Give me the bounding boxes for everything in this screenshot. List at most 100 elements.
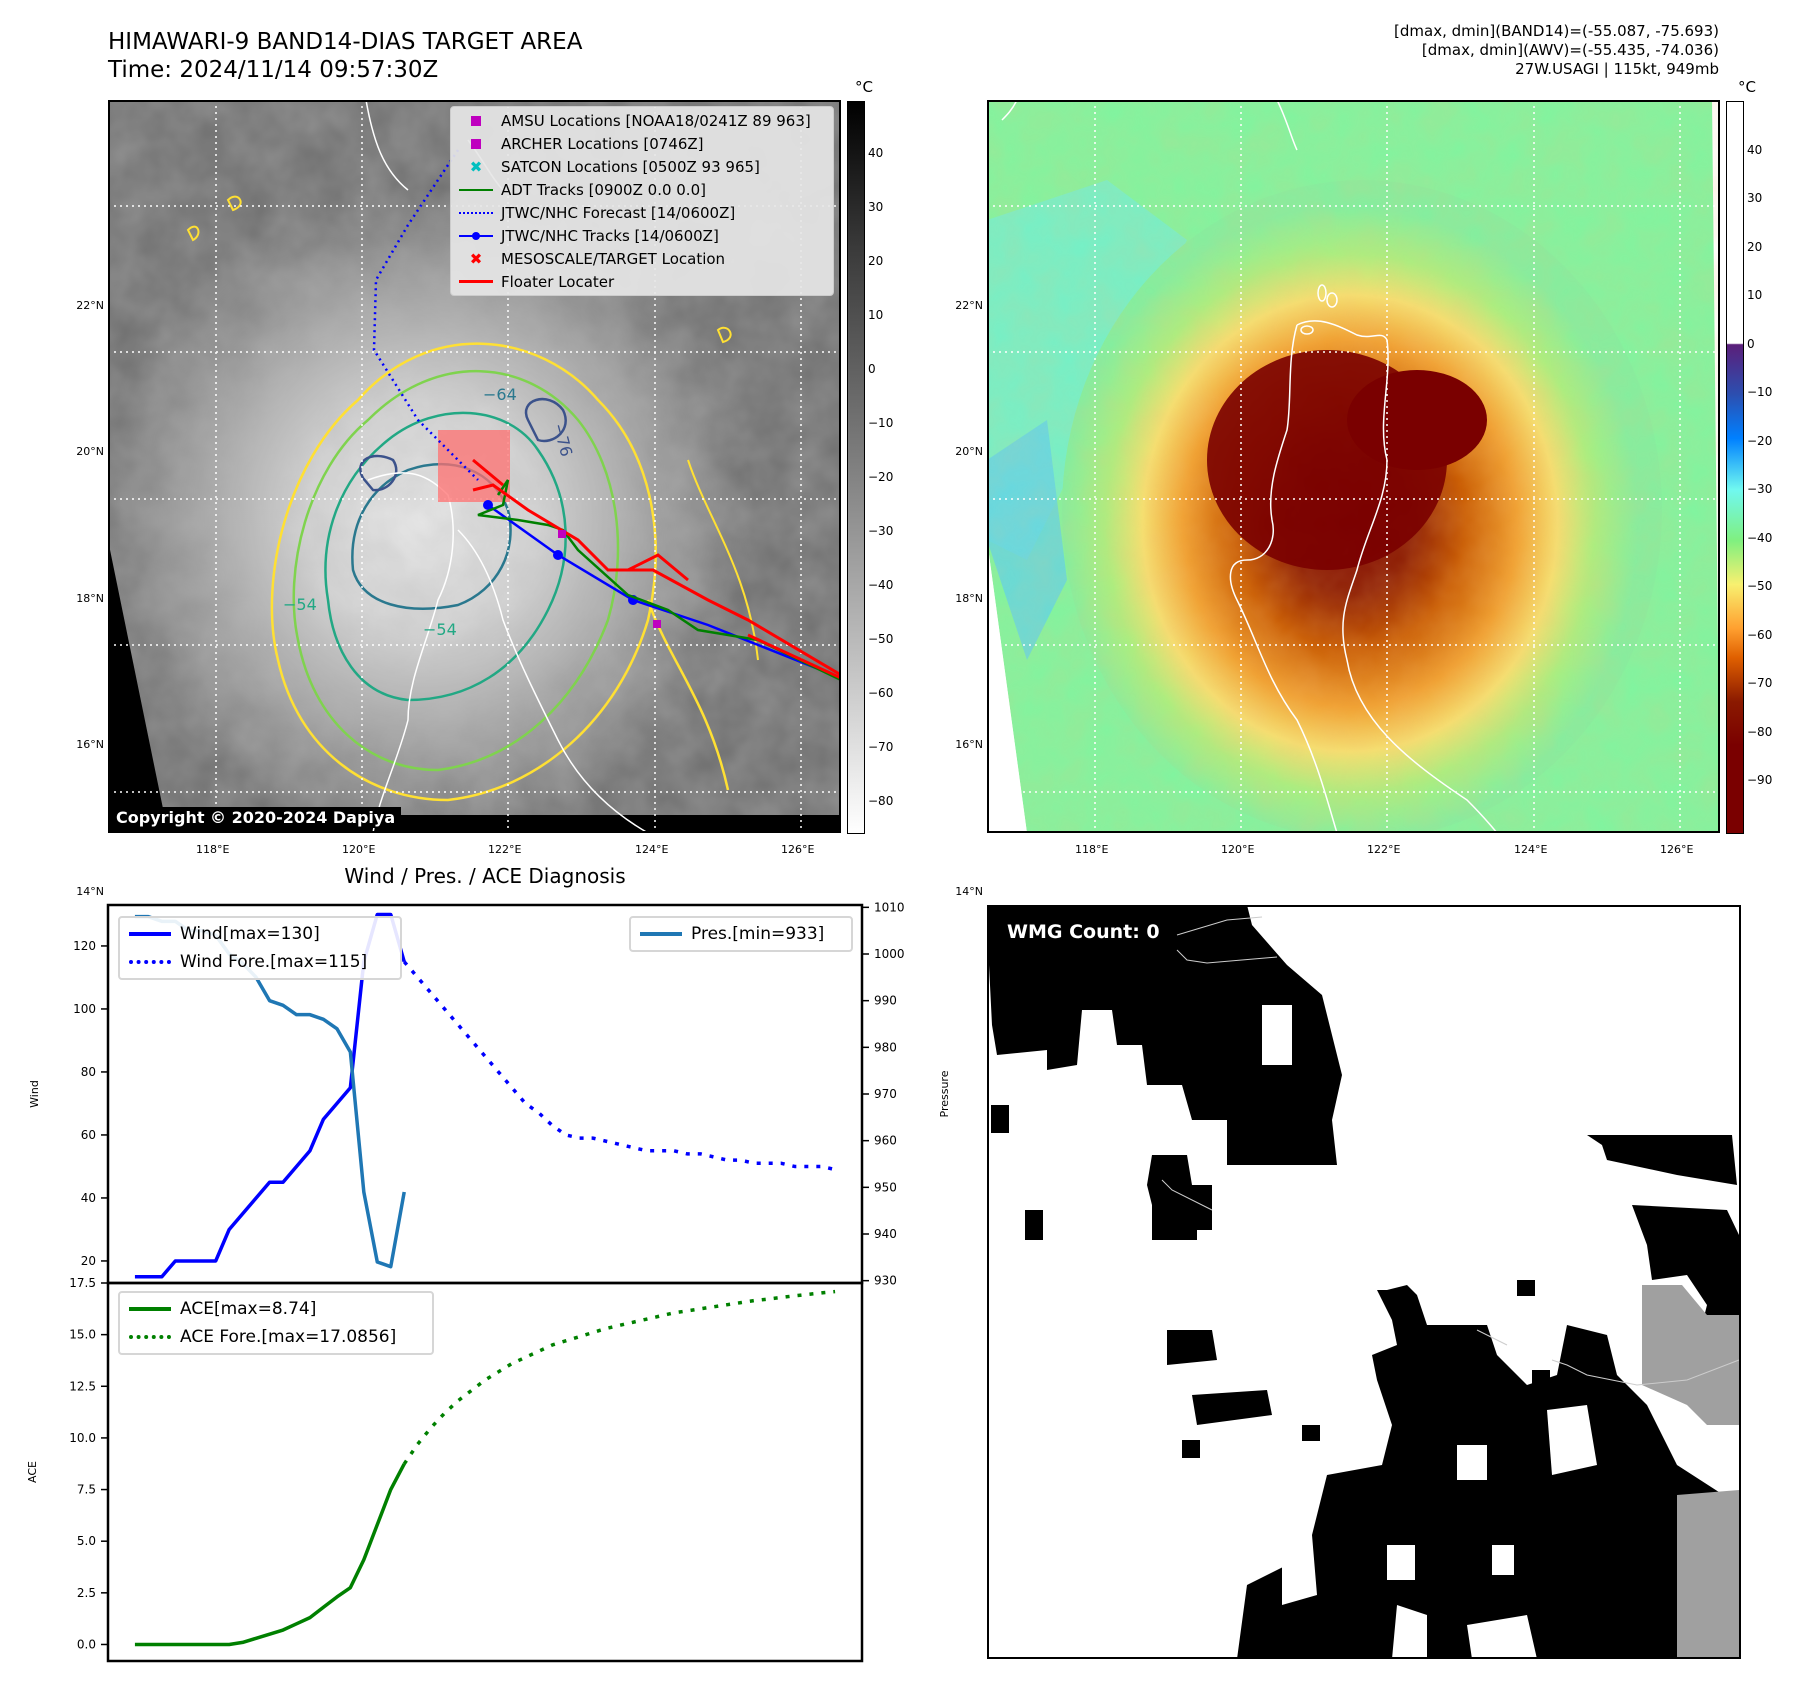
- legend-item-pressure: Pres.[min=933]: [631, 920, 851, 948]
- legend-item-wind-forecast: Wind Fore.[max=115]: [120, 948, 400, 976]
- lon-tick: 118°E: [1075, 843, 1109, 856]
- x-marker-icon: ✖: [469, 249, 483, 268]
- contour-label: −64: [483, 385, 517, 404]
- lon-tick: 124°E: [635, 843, 669, 856]
- ace-axes-frame: [106, 1281, 864, 1663]
- colorbar-tick: −80: [1747, 725, 1773, 739]
- solid-line-icon: [129, 932, 171, 936]
- ace-tick-label: 15.0: [69, 1328, 96, 1342]
- colorbar-tick: 0: [1747, 337, 1755, 351]
- y2-tick-label: 980: [874, 1040, 897, 1054]
- wind-forecast-line: [402, 960, 836, 1172]
- colorbar-tick: 40: [868, 146, 884, 160]
- solid-line-icon: [129, 1307, 171, 1311]
- left-map-panel: −64 −54 −54 −76 AMSU Locations [NOAA18/0…: [108, 100, 841, 833]
- colorbar-tick: −70: [1747, 676, 1773, 690]
- left-colorbar-unit: °C: [855, 78, 873, 96]
- wmg-count-label: WMG Count: 0: [1007, 921, 1160, 943]
- legend-item-floater: Floater Locater: [451, 270, 833, 293]
- left-colorbar: [847, 101, 865, 834]
- right-map-panel: [987, 100, 1720, 833]
- right-lat-axis: 22°N 20°N 18°N 16°N 14°N: [939, 100, 983, 898]
- ace-tick-label: 10.0: [69, 1431, 96, 1445]
- colorbar-tick: 0: [868, 362, 876, 376]
- ace-line: [134, 1463, 406, 1647]
- ace-tick-label: 0.0: [77, 1637, 96, 1651]
- y-tick-label: 20: [81, 1254, 96, 1268]
- colorbar-tick: 10: [868, 308, 884, 322]
- y2-tick-label: 970: [874, 1087, 897, 1101]
- legend-item-amsu: AMSU Locations [NOAA18/0241Z 89 963]: [451, 109, 833, 132]
- stats-awv: [dmax, dmin](AWV)=(-55.435, -74.036): [1421, 41, 1719, 59]
- colorbar-tick: −80: [868, 794, 894, 808]
- y2-tick-label: 1000: [874, 947, 905, 961]
- legend-item-jtwc-tracks: JTWC/NHC Tracks [14/0600Z]: [451, 224, 833, 247]
- lat-tick: 22°N: [955, 299, 983, 312]
- colorbar-tick: −60: [868, 686, 894, 700]
- y2-tick-label: 990: [874, 994, 897, 1008]
- left-lat-axis: 22°N 20°N 18°N 16°N 14°N: [60, 100, 104, 898]
- wmg-frame: [987, 905, 1741, 1659]
- stats-storm: 27W.USAGI | 115kt, 949mb: [1515, 60, 1719, 78]
- lon-tick: 118°E: [196, 843, 230, 856]
- legend-item-satcon: ✖ SATCON Locations [0500Z 93 965]: [469, 157, 760, 176]
- colorbar-tick: 30: [1747, 191, 1763, 205]
- wind-legend: Wind[max=130] Wind Fore.[max=115]: [118, 916, 402, 980]
- left-colorbar-ticks: 40 30 20 10 0 −10 −20 −30 −40 −50 −60 −7…: [868, 101, 928, 832]
- legend-item-ace-forecast: ACE Fore.[max=17.0856]: [120, 1323, 432, 1351]
- pressure-axis-label: Pressure: [938, 1070, 951, 1117]
- y-tick-label: 60: [81, 1128, 96, 1142]
- ace-tick-label: 12.5: [69, 1379, 96, 1393]
- wind-axis-label: Wind: [28, 1080, 41, 1108]
- legend-item-wind: Wind[max=130]: [120, 920, 400, 948]
- legend-item-mesoscale: ✖ MESOSCALE/TARGET Location: [469, 249, 726, 268]
- legend-item-archer: ARCHER Locations [0746Z]: [451, 132, 833, 155]
- colorbar-tick: 10: [1747, 288, 1763, 302]
- contour-label: −54: [423, 620, 457, 639]
- lat-tick: 16°N: [76, 738, 104, 751]
- legend-item-jtwc-forecast: JTWC/NHC Forecast [14/0600Z]: [451, 201, 833, 224]
- lon-tick: 126°E: [1660, 843, 1694, 856]
- colorbar-tick: −50: [1747, 579, 1773, 593]
- title-line-2: Time: 2024/11/14 09:57:30Z: [108, 57, 439, 83]
- lat-tick: 20°N: [76, 445, 104, 458]
- colorbar-tick: −10: [1747, 385, 1773, 399]
- wmg-panel: WMG Count: 0: [987, 905, 1741, 1659]
- colorbar-tick: −30: [868, 524, 894, 538]
- colorbar-tick: −20: [868, 470, 894, 484]
- right-colorbar: [1726, 101, 1744, 834]
- y-tick-label: 80: [81, 1065, 96, 1079]
- pressure-legend: Pres.[min=933]: [629, 916, 853, 952]
- y2-tick-label: 950: [874, 1180, 897, 1194]
- lon-tick: 120°E: [1221, 843, 1255, 856]
- lat-tick: 20°N: [955, 445, 983, 458]
- wmg-mask-image: [987, 905, 1741, 1659]
- colorbar-tick: 20: [868, 254, 884, 268]
- colorbar-tick: −40: [1747, 531, 1773, 545]
- right-map-image: [987, 100, 1720, 833]
- colorbar-tick: −50: [868, 632, 894, 646]
- y2-tick-label: 1010: [874, 900, 905, 914]
- y-tick-label: 40: [81, 1191, 96, 1205]
- colorbar-tick: −20: [1747, 434, 1773, 448]
- y2-tick-label: 930: [874, 1274, 897, 1288]
- y-tick-label: 100: [73, 1002, 96, 1016]
- lat-tick: 14°N: [955, 885, 983, 898]
- dotted-line-icon: [129, 960, 171, 964]
- colorbar-tick: −30: [1747, 482, 1773, 496]
- contour-label: −54: [283, 595, 317, 614]
- diagnosis-chart: 20 40 60 80 100 120 930 940 950 960 970 980 990 1000 1…: [26, 900, 951, 1663]
- storm-stats: [dmax, dmin](BAND14)=(-55.087, -75.693) …: [1394, 22, 1719, 79]
- right-map-frame: [987, 100, 1720, 833]
- square-marker-icon: [471, 138, 481, 149]
- lon-tick: 124°E: [1514, 843, 1548, 856]
- colorbar-tick: −10: [868, 416, 894, 430]
- right-lon-axis: 118°E 120°E 122°E 124°E 126°E: [987, 843, 1720, 859]
- dotted-line-icon: [129, 1335, 171, 1339]
- ace-legend: ACE[max=8.74] ACE Fore.[max=17.0856]: [118, 1291, 434, 1355]
- colorbar-tick: 40: [1747, 143, 1763, 157]
- y-tick-label: 120: [73, 939, 96, 953]
- ace-tick-label: 5.0: [77, 1534, 96, 1548]
- colorbar-tick: −40: [868, 578, 894, 592]
- legend-item-ace: ACE[max=8.74]: [120, 1295, 432, 1323]
